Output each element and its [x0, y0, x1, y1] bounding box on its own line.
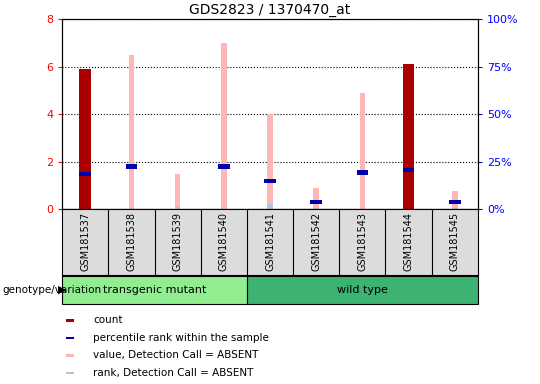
Text: GSM181542: GSM181542 — [311, 212, 321, 271]
Bar — [175, 207, 180, 209]
Text: genotype/variation: genotype/variation — [3, 285, 102, 295]
Bar — [221, 43, 227, 209]
Bar — [403, 168, 414, 172]
Bar — [201, 19, 247, 209]
Bar — [247, 19, 293, 209]
Text: GSM181539: GSM181539 — [173, 212, 183, 271]
Bar — [313, 188, 319, 209]
Bar — [66, 319, 75, 322]
Bar — [66, 336, 75, 339]
Text: transgenic mutant: transgenic mutant — [103, 285, 206, 295]
Text: rank, Detection Call = ABSENT: rank, Detection Call = ABSENT — [93, 368, 254, 378]
Bar — [267, 114, 273, 209]
Text: GSM181544: GSM181544 — [403, 212, 414, 271]
Bar — [154, 19, 201, 209]
Bar — [62, 19, 109, 209]
Bar — [313, 208, 319, 209]
Text: percentile rank within the sample: percentile rank within the sample — [93, 333, 269, 343]
Bar — [66, 354, 75, 357]
Text: GSM181540: GSM181540 — [219, 212, 229, 271]
Text: wild type: wild type — [337, 285, 388, 295]
Text: value, Detection Call = ABSENT: value, Detection Call = ABSENT — [93, 350, 259, 360]
Text: GSM181537: GSM181537 — [80, 212, 90, 271]
Bar — [452, 192, 457, 209]
Bar — [403, 65, 414, 209]
Bar — [79, 172, 91, 176]
Text: GSM181543: GSM181543 — [357, 212, 367, 271]
Text: count: count — [93, 315, 123, 325]
FancyBboxPatch shape — [62, 276, 247, 304]
Bar — [109, 19, 154, 209]
FancyBboxPatch shape — [247, 276, 478, 304]
Bar — [356, 170, 368, 175]
Bar — [218, 164, 230, 169]
Bar — [175, 174, 180, 209]
Text: GSM181541: GSM181541 — [265, 212, 275, 271]
Bar — [339, 19, 386, 209]
Bar — [360, 93, 365, 209]
Bar — [66, 372, 75, 374]
Text: GSM181545: GSM181545 — [450, 212, 460, 271]
Bar — [267, 204, 273, 209]
Bar — [431, 19, 478, 209]
Bar — [449, 200, 461, 204]
Bar — [79, 69, 91, 209]
Bar — [452, 208, 457, 209]
Bar — [386, 19, 431, 209]
Bar — [126, 164, 137, 169]
Text: ▶: ▶ — [58, 285, 67, 295]
Bar — [293, 19, 339, 209]
Bar — [310, 200, 322, 204]
Text: GSM181538: GSM181538 — [126, 212, 137, 271]
Bar — [129, 55, 134, 209]
Title: GDS2823 / 1370470_at: GDS2823 / 1370470_at — [190, 3, 350, 17]
Bar — [264, 179, 276, 183]
